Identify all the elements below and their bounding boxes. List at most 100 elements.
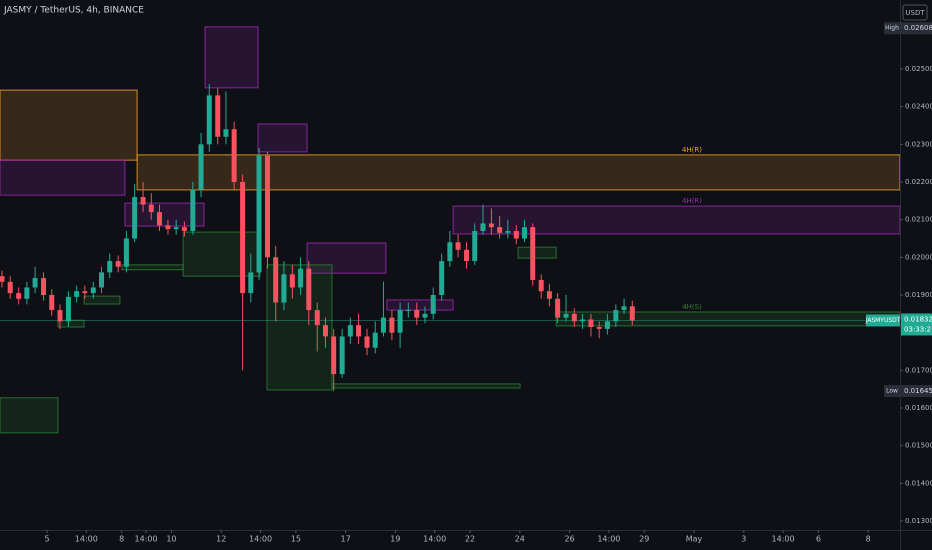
zone [182, 231, 261, 277]
candle-body [530, 227, 536, 280]
zone [331, 383, 521, 389]
candle-body [588, 319, 594, 328]
zone [517, 246, 557, 259]
candle-body [555, 298, 561, 318]
candle-body [190, 189, 196, 231]
candle-body [57, 310, 63, 322]
candle-body [298, 268, 304, 288]
candle-body [455, 242, 461, 250]
zone-label: 4H(R) [682, 197, 702, 205]
zone [136, 154, 901, 191]
zone [121, 264, 184, 271]
candle-body [148, 204, 154, 213]
candle-body [422, 313, 428, 318]
candle-body [364, 336, 370, 348]
x-tick-label: 14:00 [75, 535, 98, 544]
candle-body [107, 261, 113, 273]
candle-body [397, 310, 403, 333]
candle-body [74, 291, 80, 297]
candle-body [546, 291, 552, 299]
candle-body [140, 197, 146, 205]
zone [306, 242, 387, 274]
x-tick-label: 17 [341, 535, 351, 544]
x-tick-label: 8 [119, 535, 124, 544]
high_marker-tag [884, 22, 900, 35]
x-tick-label: 14:00 [597, 535, 620, 544]
high_marker-price: 0.026082 [904, 24, 932, 32]
candle-body [464, 249, 470, 262]
candle-body [99, 272, 105, 288]
x-tick-label: 5 [44, 535, 49, 544]
candle-body [206, 95, 212, 145]
candle-body [256, 155, 262, 273]
zone [83, 295, 121, 305]
candle-body [480, 223, 486, 231]
x-tick-label: 26 [564, 535, 574, 544]
candle-body [347, 325, 353, 337]
candle-body [289, 274, 295, 288]
zone [0, 89, 138, 161]
candle-body [629, 306, 635, 321]
candle-body [372, 332, 378, 348]
x-tick-label: 14:00 [249, 535, 272, 544]
candle-body [41, 278, 47, 296]
candle-body [322, 325, 328, 337]
candle-body [231, 129, 237, 183]
candle-body [389, 317, 395, 333]
x-tick-label: 14:00 [423, 535, 446, 544]
low_marker-price: 0.016450 [904, 387, 932, 395]
candle-body [447, 242, 453, 262]
candle-body [264, 155, 270, 258]
x-tick-label: 14:00 [772, 535, 795, 544]
candle-body [123, 238, 129, 267]
x-tick-label: May [686, 535, 703, 544]
currency-box[interactable] [902, 4, 928, 21]
candle-body [430, 295, 436, 314]
candle-body [314, 310, 320, 326]
zone-label: 4H(S) [682, 303, 702, 311]
x-tick-label: 19 [390, 535, 400, 544]
candle-body [604, 321, 610, 329]
candle-body [339, 336, 345, 375]
chart-title: JASMY / TetherUS, 4h, BINANCE [3, 6, 144, 16]
candle-body [356, 325, 362, 337]
x-tick-label: 12 [216, 535, 226, 544]
x-tick-label: 6 [816, 535, 821, 544]
x-tick-label: 24 [515, 535, 525, 544]
zone [204, 26, 259, 89]
candle-body [613, 310, 619, 322]
zone-label: 4H(R) [682, 146, 702, 154]
candle-body [505, 230, 511, 233]
candle-body [563, 313, 569, 318]
high_marker-label: High [885, 25, 899, 32]
currency[interactable]: USDT [905, 9, 925, 17]
candle-body [306, 268, 312, 311]
x-tick-label: 14:00 [135, 535, 158, 544]
candle-body [621, 306, 627, 311]
zone [257, 123, 308, 153]
x-tick-label: 29 [639, 535, 649, 544]
candle-body [281, 274, 287, 303]
candle-body [579, 319, 585, 322]
candle-body [181, 227, 187, 231]
candle-body [571, 313, 577, 322]
candle-body [16, 293, 22, 299]
y-tick-label: 0.013000 [905, 517, 932, 525]
countdown: 03:33:27 [904, 325, 932, 333]
candle-body [165, 225, 171, 230]
candle-body [49, 295, 55, 311]
candle-body [32, 278, 38, 288]
candle-body [65, 296, 71, 322]
last-price-box [901, 313, 932, 336]
low_marker-tag [884, 385, 900, 398]
candle-body [596, 327, 602, 329]
